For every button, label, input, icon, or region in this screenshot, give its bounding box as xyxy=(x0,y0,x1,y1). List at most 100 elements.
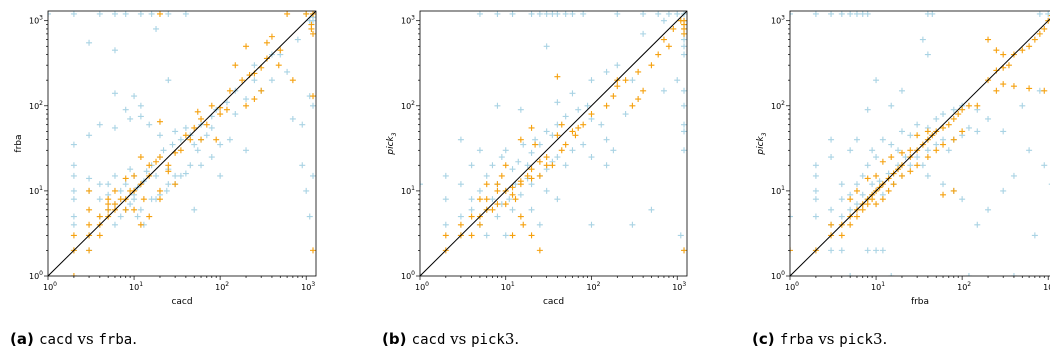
data-point xyxy=(153,25,160,32)
data-point xyxy=(536,172,543,179)
data-point xyxy=(217,172,224,179)
data-point xyxy=(790,247,793,254)
data-point xyxy=(907,162,914,169)
data-point xyxy=(907,132,914,139)
data-point xyxy=(681,102,687,109)
data-point xyxy=(70,172,77,179)
data-point xyxy=(869,147,876,154)
data-point xyxy=(879,158,886,165)
data-point xyxy=(223,99,230,106)
caption-part: cacd xyxy=(39,332,73,348)
data-point xyxy=(194,147,201,154)
caption-letter: (a) xyxy=(10,330,39,348)
data-point xyxy=(584,102,591,109)
data-point xyxy=(208,124,215,131)
data-point xyxy=(549,162,556,169)
data-point xyxy=(310,30,316,37)
data-point xyxy=(86,221,93,228)
data-point xyxy=(847,221,854,228)
data-point xyxy=(217,141,224,148)
data-point xyxy=(985,206,992,213)
data-point xyxy=(137,221,144,228)
data-point xyxy=(985,36,992,43)
data-point xyxy=(528,124,535,131)
data-point xyxy=(111,221,118,228)
y-tick-label: 101 xyxy=(401,185,415,196)
data-point xyxy=(562,162,569,169)
data-point xyxy=(681,43,687,50)
data-point xyxy=(127,115,134,122)
x-tick-label-exp: 3 xyxy=(682,281,686,288)
data-point xyxy=(137,206,144,213)
data-point xyxy=(873,77,880,84)
data-point xyxy=(70,141,77,148)
data-point xyxy=(945,147,952,154)
x-tick-label-base: 10 xyxy=(785,283,795,292)
data-point xyxy=(828,247,835,254)
data-point xyxy=(790,11,793,17)
data-point xyxy=(838,232,845,239)
data-point xyxy=(177,136,184,143)
y-tick-label-exp: 1 xyxy=(411,185,415,192)
data-point xyxy=(70,213,77,220)
data-point xyxy=(96,232,103,239)
data-point xyxy=(812,11,819,17)
data-point xyxy=(137,154,144,161)
data-point xyxy=(919,162,926,169)
data-point xyxy=(182,124,189,131)
data-point xyxy=(1036,11,1043,17)
y-tick-label-base: 10 xyxy=(401,187,411,196)
data-point xyxy=(86,175,93,182)
y-axis-label-base: pick xyxy=(386,135,396,155)
data-point xyxy=(251,62,258,69)
x-tick-label-base: 10 xyxy=(301,283,311,292)
x-tick-label-base: 10 xyxy=(415,283,425,292)
data-point xyxy=(528,181,535,188)
data-point xyxy=(681,36,687,43)
y-tick-label-exp: 3 xyxy=(781,15,785,22)
data-point xyxy=(853,213,860,220)
data-point xyxy=(198,115,205,122)
data-point xyxy=(528,206,535,213)
data-point xyxy=(828,206,835,213)
data-point xyxy=(483,172,490,179)
data-point xyxy=(575,106,582,113)
data-point xyxy=(111,201,118,208)
y-tick-label-exp: 3 xyxy=(411,15,415,22)
data-point xyxy=(648,206,655,213)
data-point xyxy=(838,247,845,254)
data-point xyxy=(812,172,819,179)
data-point xyxy=(879,136,886,143)
data-point xyxy=(873,247,880,254)
data-point xyxy=(528,166,535,173)
data-point xyxy=(86,132,93,139)
data-point xyxy=(483,181,490,188)
data-point xyxy=(588,77,595,84)
y-tick-label: 103 xyxy=(29,15,43,26)
data-point xyxy=(554,132,561,139)
x-axis-label: cacd xyxy=(171,297,192,307)
data-point xyxy=(629,221,636,228)
data-point xyxy=(888,102,895,109)
x-tick-label-base: 10 xyxy=(1043,283,1050,292)
data-point xyxy=(494,213,501,220)
data-point xyxy=(898,87,905,94)
data-point xyxy=(674,11,681,17)
data-point xyxy=(588,154,595,161)
data-point xyxy=(70,187,77,194)
data-point xyxy=(1019,102,1026,109)
data-point xyxy=(127,201,134,208)
data-point xyxy=(70,221,77,228)
axis-ticks xyxy=(416,20,678,280)
data-point xyxy=(959,128,966,135)
data-point xyxy=(468,162,475,169)
data-point xyxy=(890,181,897,188)
data-point xyxy=(122,106,129,113)
data-point xyxy=(111,90,118,97)
x-tick-label-exp: 0 xyxy=(425,281,429,288)
data-point xyxy=(524,162,531,169)
data-point xyxy=(864,175,871,182)
y-tick-label-exp: 2 xyxy=(411,100,415,107)
